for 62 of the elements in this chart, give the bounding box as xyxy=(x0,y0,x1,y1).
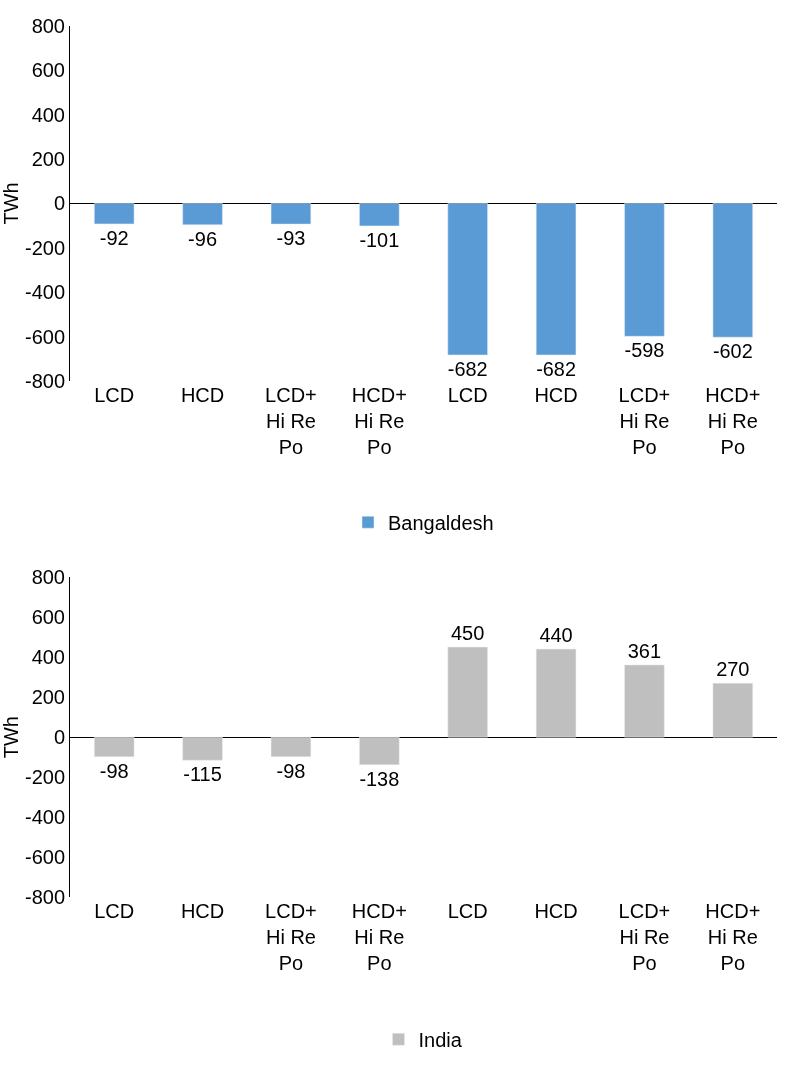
bar xyxy=(94,736,135,758)
y-tick-label: 800 xyxy=(31,566,65,589)
data-label: 450 xyxy=(451,622,485,645)
y-tick-label: 600 xyxy=(31,606,65,629)
x-tick-label: LCD xyxy=(94,900,135,923)
x-tick-label: LCD+ Hi Re Po xyxy=(265,384,317,459)
data-label: -115 xyxy=(183,763,222,786)
data-label: 440 xyxy=(539,624,573,647)
y-tick-label: -400 xyxy=(24,281,65,304)
y-tick-label: 200 xyxy=(31,686,65,709)
data-label: -138 xyxy=(359,767,400,790)
y-tick-label: 200 xyxy=(31,148,65,170)
x-tick-label: LCD+ Hi Re Po xyxy=(618,384,671,459)
y-axis-title: TWh xyxy=(0,182,22,225)
y-tick-label: -600 xyxy=(24,325,65,348)
x-tick-label: LCD xyxy=(447,384,488,407)
x-tick-label: LCD+ Hi Re Po xyxy=(618,900,671,975)
y-tick-label: -200 xyxy=(24,766,65,789)
data-label: -98 xyxy=(99,759,129,782)
x-tick-label: HCD xyxy=(534,384,578,407)
y-tick-label: -400 xyxy=(24,806,65,829)
bar xyxy=(712,682,753,738)
x-tick-label: HCD+ Hi Re Po xyxy=(351,900,407,975)
x-tick-label: LCD xyxy=(447,900,488,923)
x-tick-label: LCD+ Hi Re Po xyxy=(265,900,317,975)
x-tick-label: HCD xyxy=(180,900,225,923)
x-tick-label: HCD+ Hi Re Po xyxy=(705,384,761,459)
data-label: -602 xyxy=(712,340,753,363)
data-label: -93 xyxy=(276,227,306,250)
x-tick-label: HCD xyxy=(180,384,225,407)
y-tick-label: -800 xyxy=(24,370,65,393)
y-tick-label: -800 xyxy=(24,886,65,909)
y-tick-label: 0 xyxy=(53,726,65,749)
bar xyxy=(359,736,400,766)
data-label: 270 xyxy=(716,658,750,681)
data-label: -96 xyxy=(188,227,218,250)
y-tick-label: -200 xyxy=(24,236,65,259)
data-label: -98 xyxy=(276,759,306,782)
legend-label: India xyxy=(418,1029,463,1052)
data-label: -101 xyxy=(359,228,400,251)
x-tick-label: LCD xyxy=(94,384,135,407)
y-tick-label: 800 xyxy=(31,14,65,37)
x-tick-label: HCD xyxy=(534,900,578,923)
data-label: 361 xyxy=(627,639,662,662)
y-tick-label: 400 xyxy=(31,646,65,669)
bar xyxy=(182,736,223,761)
bar xyxy=(624,664,665,738)
x-tick-label: HCD+ Hi Re Po xyxy=(705,900,761,975)
bar xyxy=(447,646,488,738)
bar xyxy=(535,648,577,738)
data-label: -92 xyxy=(99,226,129,249)
y-tick-label: -600 xyxy=(24,846,65,869)
y-tick-label: 600 xyxy=(31,59,65,82)
data-label: -598 xyxy=(624,339,665,362)
y-tick-label: 0 xyxy=(53,192,65,215)
legend-label: Bangaldesh xyxy=(388,512,494,535)
data-label: -682 xyxy=(536,357,576,380)
data-label: -682 xyxy=(447,357,488,380)
bar xyxy=(270,736,312,758)
y-axis-title: TWh xyxy=(0,716,22,759)
y-tick-label: 400 xyxy=(31,103,65,126)
x-tick-label: HCD+ Hi Re Po xyxy=(351,384,407,459)
